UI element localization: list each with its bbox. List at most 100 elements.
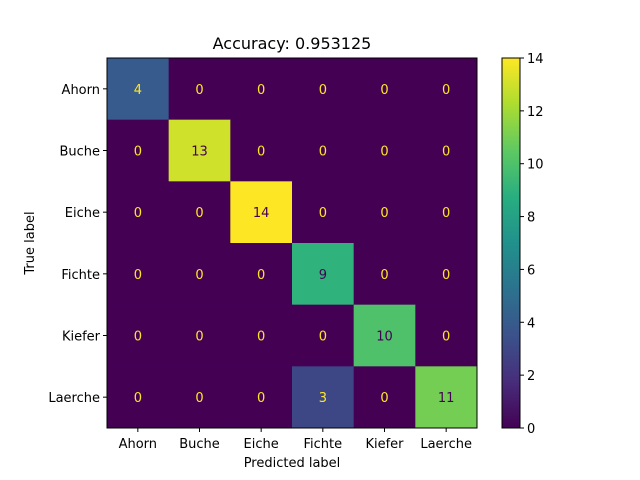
- heatmap-cell: [107, 243, 170, 306]
- heatmap-cell: [168, 58, 231, 121]
- heatmap-cell: [415, 304, 478, 367]
- colorbar-tick-label: 6: [527, 263, 535, 278]
- x-tick-label: Kiefer: [365, 437, 404, 452]
- heatmap-cell: [230, 119, 293, 182]
- heatmap-cell: [415, 119, 478, 182]
- heatmap-cell: [168, 304, 231, 367]
- y-tick-label: Laerche: [48, 391, 100, 406]
- cell-value-label: 0: [195, 206, 203, 221]
- heatmap-cell: [292, 119, 355, 182]
- colorbar-tick-label: 4: [527, 316, 535, 331]
- cell-value-label: 0: [442, 83, 450, 98]
- y-axis-title: True label: [23, 211, 38, 275]
- cell-value-label: 0: [380, 391, 388, 406]
- cell-value-label: 0: [380, 268, 388, 283]
- y-axis-ticks: Ahorn Buche Eiche Fichte Kiefer Laerche: [48, 83, 107, 406]
- cell-value-label: 0: [257, 83, 265, 98]
- cell-value-label: 0: [195, 330, 203, 345]
- heatmap-cell: [353, 304, 416, 367]
- cell-value-label: 13: [191, 145, 208, 160]
- x-tick-label: Ahorn: [119, 437, 157, 452]
- colorbar-tick-label: 14: [527, 52, 544, 67]
- cell-value-label: 0: [319, 330, 327, 345]
- heatmap-cell: [107, 58, 170, 121]
- x-tick-label: Laerche: [420, 437, 472, 452]
- heatmap-cell: [107, 304, 170, 367]
- cell-value-label: 0: [380, 145, 388, 160]
- heatmap-cell: [230, 58, 293, 121]
- colorbar-tick-label: 8: [527, 211, 535, 226]
- cell-value-label: 14: [253, 206, 270, 221]
- colorbar-tick-label: 0: [527, 422, 535, 437]
- colorbar-tick-label: 2: [527, 369, 535, 384]
- cell-value-label: 0: [134, 206, 142, 221]
- heatmap-cell: [415, 243, 478, 306]
- x-tick-label: Fichte: [304, 437, 343, 452]
- cell-value-label: 11: [438, 391, 455, 406]
- cell-value-label: 0: [257, 145, 265, 160]
- heatmap-cell: [107, 181, 170, 244]
- heatmap-cell: [168, 366, 231, 429]
- x-tick-label: Eiche: [244, 437, 279, 452]
- cell-value-label: 0: [134, 268, 142, 283]
- cell-value-label: 0: [134, 145, 142, 160]
- heatmap-cell: [230, 243, 293, 306]
- heatmap-cell: [292, 58, 355, 121]
- heatmap-cell: [107, 119, 170, 182]
- heatmap-cell: [292, 181, 355, 244]
- heatmap-cell: [107, 366, 170, 429]
- cell-value-label: 0: [134, 391, 142, 406]
- cell-value-label: 10: [376, 330, 393, 345]
- heatmap-cell: [168, 243, 231, 306]
- cell-value-label: 0: [442, 268, 450, 283]
- cell-value-label: 3: [319, 391, 327, 406]
- y-tick-label: Ahorn: [62, 83, 100, 98]
- heatmap-cell: [230, 366, 293, 429]
- cell-value-label: 9: [319, 268, 327, 283]
- heatmap-cell: [415, 58, 478, 121]
- cell-value-label: 0: [257, 330, 265, 345]
- y-tick-label: Kiefer: [62, 330, 101, 345]
- cell-value-label: 0: [319, 206, 327, 221]
- cell-value-label: 0: [195, 391, 203, 406]
- heatmap-cell: [353, 181, 416, 244]
- x-axis-ticks: Ahorn Buche Eiche Fichte Kiefer Laerche: [119, 428, 472, 452]
- heatmap-cell: [168, 119, 231, 182]
- colorbar-tick-label: 10: [527, 158, 544, 173]
- heatmap-cell: [353, 58, 416, 121]
- cell-value-label: 4: [134, 83, 142, 98]
- heatmap-cell: [292, 366, 355, 429]
- plot-frame: [106, 57, 478, 429]
- x-axis-title: Predicted label: [244, 456, 341, 471]
- y-tick-label: Buche: [59, 145, 100, 160]
- cell-value-label: 0: [319, 83, 327, 98]
- cell-value-label: 0: [442, 330, 450, 345]
- x-tick-label: Buche: [179, 437, 220, 452]
- heatmap-cell-labels: 4 0 0 0 0 0 0 13 0 0 0 0 0 0 14 0 0 0 0 0 0 9 0 0 0 0 0 0 10 0 0 0 0 3 0 11: [134, 83, 455, 406]
- heatmap-cell: [230, 181, 293, 244]
- cell-value-label: 0: [257, 391, 265, 406]
- colorbar-ticks: 0 2 4 6 8 10 12 14: [520, 52, 544, 437]
- colorbar: [501, 57, 521, 429]
- cell-value-label: 0: [442, 145, 450, 160]
- heatmap-cell: [353, 119, 416, 182]
- heatmap-cell: [415, 181, 478, 244]
- chart-title: Accuracy: 0.953125: [213, 34, 372, 53]
- cell-value-label: 0: [195, 268, 203, 283]
- y-tick-label: Fichte: [61, 268, 100, 283]
- heatmap-cell: [292, 243, 355, 306]
- y-tick-label: Eiche: [65, 206, 100, 221]
- cell-value-label: 0: [257, 268, 265, 283]
- cell-value-label: 0: [442, 206, 450, 221]
- colorbar-tick-label: 12: [527, 105, 544, 120]
- cell-value-label: 0: [195, 83, 203, 98]
- heatmap-cell: [292, 304, 355, 367]
- heatmap-cell: [168, 181, 231, 244]
- heatmap-cell: [353, 366, 416, 429]
- cell-value-label: 0: [380, 206, 388, 221]
- heatmap-cells: [107, 58, 478, 429]
- heatmap-cell: [415, 366, 478, 429]
- heatmap-cell: [353, 243, 416, 306]
